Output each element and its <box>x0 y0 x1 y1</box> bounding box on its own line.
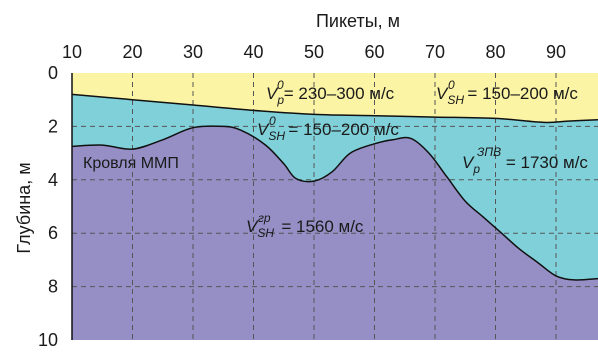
x-tick-label-30: 30 <box>183 42 203 62</box>
x-tick-label-40: 40 <box>243 42 263 62</box>
annotation-middle-vsh: VSH0 = 150–200 м/с <box>257 114 399 143</box>
layers <box>72 73 598 340</box>
permafrost-top-line <box>71 125 598 281</box>
y-tick-label-8: 8 <box>48 277 58 297</box>
annotation-lower-vsh: VSHгр = 1560 м/с <box>246 211 364 240</box>
y-tick-label-4: 4 <box>48 170 58 190</box>
upper-boundary-line <box>71 93 598 124</box>
x-tick-label-80: 80 <box>485 42 505 62</box>
y-tick-label-6: 6 <box>48 223 58 243</box>
annotation-upper-vp: Vp0= 230–300 м/с <box>266 78 395 107</box>
annotation-permafrost-top: Кровля ММП <box>83 155 179 172</box>
y-tick-label-0: 0 <box>48 63 58 83</box>
annotation-upper-vsh: VSH0 = 150–200 м/с <box>436 78 578 107</box>
x-tick-label-60: 60 <box>364 42 384 62</box>
x-tick-label-90: 90 <box>546 42 566 62</box>
x-tick-label-10: 10 <box>62 42 82 62</box>
tick-labels: 10 20 30 40 50 60 70 80 90 0 2 4 6 8 10 <box>38 42 566 350</box>
annotation-middle-vp: VpЗПВ = 1730 м/с <box>462 145 588 176</box>
grid-lines <box>72 73 598 340</box>
x-tick-label-50: 50 <box>304 42 324 62</box>
x-axis-title: Пикеты, м <box>316 11 400 31</box>
y-tick-label-10: 10 <box>38 330 58 350</box>
x-tick-label-20: 20 <box>122 42 142 62</box>
layer-upper-fill <box>72 73 598 123</box>
boundary-lines <box>71 93 598 281</box>
y-axis-title: Глубина, м <box>14 162 34 253</box>
y-tick-label-2: 2 <box>48 116 58 136</box>
layer-middle-fill <box>72 94 598 280</box>
x-tick-label-70: 70 <box>425 42 445 62</box>
